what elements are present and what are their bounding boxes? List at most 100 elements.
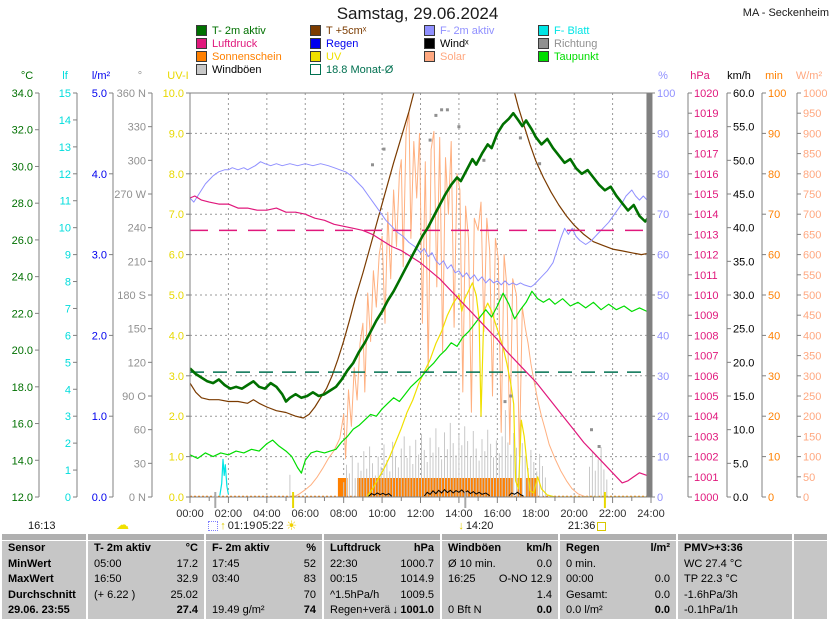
- svg-text:3.0: 3.0: [169, 371, 184, 383]
- svg-text:60.0: 60.0: [733, 88, 754, 100]
- table-cell-label: -1.6hPa/3h: [684, 588, 738, 601]
- table-row: MinWert: [2, 557, 86, 573]
- svg-text:1012: 1012: [694, 250, 718, 262]
- svg-text:2.0: 2.0: [169, 411, 184, 423]
- table-column-6: PMV>+3:36 WC 27.4 °C TP 22.3 °C -1.6hPa/3h -…: [678, 541, 792, 619]
- astro-time-label: 01:19: [227, 520, 256, 532]
- astro-time-label: 14:20: [465, 520, 494, 532]
- svg-text:26.0: 26.0: [12, 235, 33, 247]
- table-row: TP 22.3 °C: [678, 572, 792, 588]
- axis-hPa: hPa 1020 1019 1018 1017 1016 1015 1014 1013 1012 1…: [687, 70, 718, 504]
- table-row: 00:00 0.0: [560, 572, 676, 588]
- weather-chart: °C 34.0 32.0 30.0 28.0 26.0 24.0 22.0 20.0 18.0 16…: [0, 60, 835, 538]
- legend-swatch-icon: [310, 64, 321, 75]
- svg-text:km/h: km/h: [727, 70, 751, 82]
- table-row: Ø 10 min. 0.0: [442, 557, 558, 573]
- legend-item-f-2m-aktiv: F- 2m aktiv: [424, 24, 494, 37]
- table-cell-label: 0 min.: [566, 557, 596, 570]
- svg-text:90: 90: [657, 128, 669, 140]
- legend-column-4: F- Blatt Richtung Taupunkt: [538, 24, 599, 63]
- table-cell-value: 1000.7: [400, 557, 434, 570]
- svg-text:1.0: 1.0: [169, 452, 184, 464]
- table-row: [794, 588, 827, 604]
- legend-item-f-blatt: F- Blatt: [538, 24, 599, 37]
- series-t-5cm: [190, 93, 651, 419]
- svg-text:20: 20: [768, 411, 780, 423]
- svg-text:40: 40: [768, 330, 780, 342]
- svg-text:0: 0: [65, 492, 71, 504]
- svg-text:4.0: 4.0: [92, 169, 107, 181]
- table-cell-value: %: [306, 542, 316, 554]
- table-cell-value: 27.4: [176, 604, 198, 616]
- table-cell-label: 03:40: [212, 573, 240, 585]
- svg-text:20.0: 20.0: [733, 357, 754, 369]
- svg-text:70: 70: [768, 209, 780, 221]
- table-row: WC 27.4 °C: [678, 557, 792, 573]
- series-uv: [366, 282, 651, 497]
- table-cell-label: 00:15: [330, 573, 358, 585]
- axis-kmh: km/h 60.0 55.0 50.0 45.0 40.0 35.0 30.0 25.0 20.0…: [726, 70, 754, 504]
- svg-text:5: 5: [65, 357, 71, 369]
- svg-text:16.0: 16.0: [12, 419, 33, 431]
- svg-text:20.0: 20.0: [12, 345, 33, 357]
- svg-text:08:00: 08:00: [330, 508, 358, 520]
- svg-text:7.0: 7.0: [169, 209, 184, 221]
- series-luftdruck: [190, 195, 651, 484]
- table-cell-value: 52: [303, 557, 316, 570]
- legend-label: 18.8 Monat-Ø: [326, 63, 394, 76]
- svg-text:40: 40: [657, 330, 669, 342]
- table-cell-label: -0.1hPa/1h: [684, 604, 738, 616]
- axis-Wm: W/m²100095090085080075070065060055050045…: [796, 70, 828, 504]
- svg-text:70: 70: [657, 209, 669, 221]
- svg-text:180 S: 180 S: [117, 290, 146, 302]
- svg-text:1.0: 1.0: [92, 411, 107, 423]
- table-row: 19.49 g/m² 74: [206, 603, 322, 619]
- legend-swatch-icon: [196, 38, 207, 49]
- svg-text:550: 550: [803, 270, 821, 282]
- table-row: 17:45 52: [206, 557, 322, 573]
- astro-marker-2136: 21:36: [568, 520, 607, 532]
- svg-text:80: 80: [657, 169, 669, 181]
- sensor-summary-table: Sensor MinWert MaxWert Durchschnitt 29.06. 2…: [2, 541, 827, 619]
- astro-time-corner: 16:13: [28, 520, 56, 532]
- svg-text:900: 900: [803, 128, 821, 140]
- svg-text:18.0: 18.0: [12, 382, 33, 394]
- table-cell-label: Gesamt:: [566, 588, 608, 601]
- table-row: 03:40 83: [206, 572, 322, 588]
- svg-text:1004: 1004: [694, 411, 718, 423]
- legend-label: Richtung: [554, 37, 598, 50]
- table-cell-label: 16:50: [94, 573, 122, 585]
- moonrise-arrow-icon: ↑: [220, 520, 226, 532]
- table-column-7: [794, 541, 827, 619]
- legend-swatch-icon: [310, 51, 321, 62]
- table-row: 70: [206, 588, 322, 604]
- table-row: Durchschnitt: [2, 588, 86, 604]
- astro-marker-1420: ↓ 14:20: [458, 520, 493, 532]
- svg-text:6.0: 6.0: [169, 250, 184, 262]
- legend-column-1: T- 2m aktiv Luftdruck Sonnenschein Windböen: [196, 24, 282, 76]
- axis-UVI: UV-I 10.0 9.0 8.0 7.0 6.0 5.0 4.0 3.0 2.0 1.0 0.0: [163, 70, 191, 504]
- legend-item-t-5cm-: T +5cmˣ: [310, 24, 393, 37]
- svg-text:120: 120: [128, 357, 146, 369]
- svg-text:2: 2: [65, 438, 71, 450]
- legend-item-richtung: Richtung: [538, 37, 599, 50]
- svg-text:100: 100: [768, 88, 786, 100]
- legend-swatch-icon: [196, 64, 207, 75]
- svg-text:W/m²: W/m²: [796, 70, 823, 82]
- table-row: -0.1hPa/1h: [678, 603, 792, 619]
- svg-text:15.0: 15.0: [733, 391, 754, 403]
- svg-text:80: 80: [768, 169, 780, 181]
- table-cell-value: 1001.0: [400, 604, 434, 616]
- svg-text:24.0: 24.0: [12, 272, 33, 284]
- table-cell-value: 0.0: [654, 573, 670, 585]
- table-cell-label: 19.49 g/m²: [212, 604, 265, 616]
- legend-column-3: F- 2m aktiv Windˣ Solar: [424, 24, 494, 63]
- svg-text:11: 11: [60, 196, 71, 208]
- svg-text:55.0: 55.0: [733, 122, 754, 134]
- legend-item-18-8-monat-: 18.8 Monat-Ø: [310, 63, 393, 76]
- svg-text:50: 50: [768, 290, 780, 302]
- series-wind: [368, 488, 524, 497]
- svg-text:13: 13: [59, 142, 71, 154]
- svg-text:18:00: 18:00: [522, 508, 550, 520]
- legend-swatch-icon: [538, 51, 549, 62]
